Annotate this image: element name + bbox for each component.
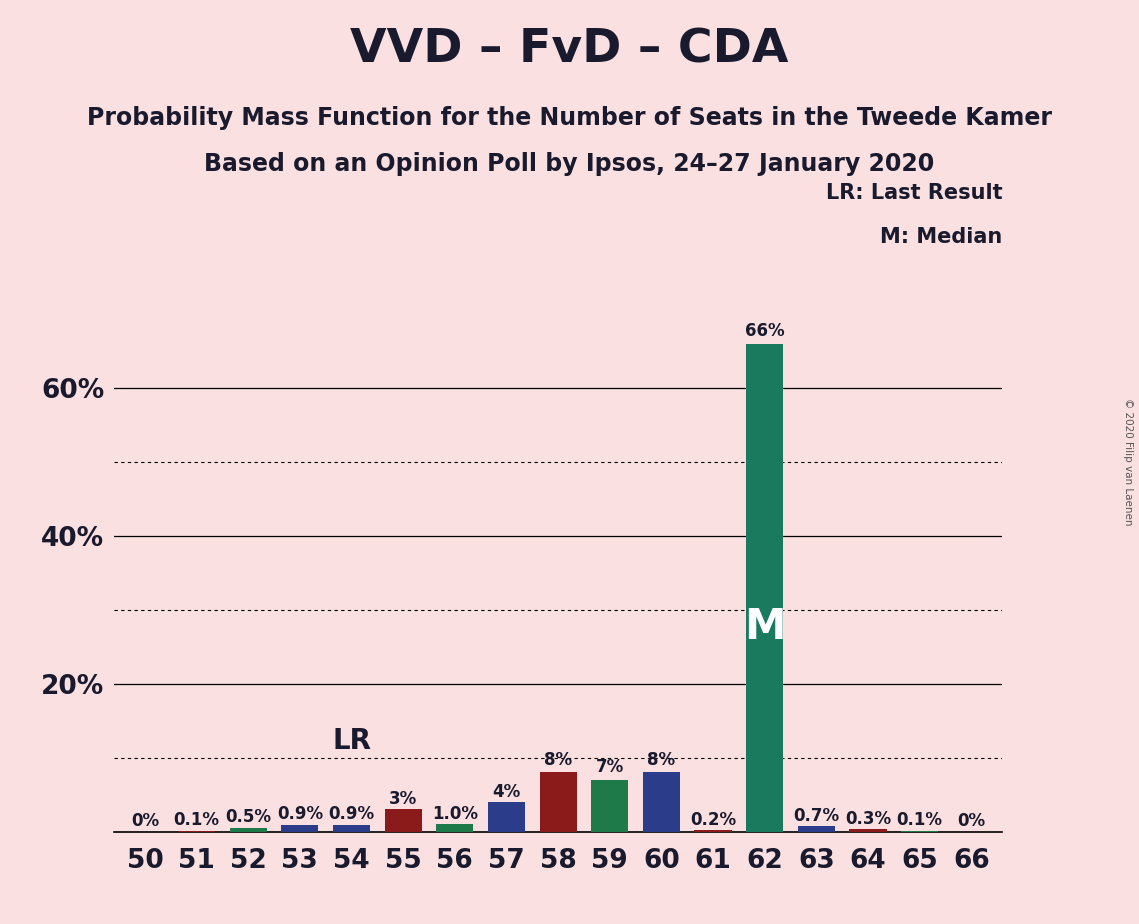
Text: 0.1%: 0.1% xyxy=(896,811,943,830)
Text: 7%: 7% xyxy=(596,759,624,776)
Text: 8%: 8% xyxy=(647,751,675,769)
Text: 0%: 0% xyxy=(957,812,985,830)
Bar xyxy=(591,780,629,832)
Text: Based on an Opinion Poll by Ipsos, 24–27 January 2020: Based on an Opinion Poll by Ipsos, 24–27… xyxy=(204,152,935,176)
Text: LR: LR xyxy=(331,727,371,756)
Bar xyxy=(797,826,835,832)
Bar xyxy=(230,828,267,832)
Bar xyxy=(642,772,680,832)
Text: 0.3%: 0.3% xyxy=(845,810,891,828)
Text: M: Median: M: Median xyxy=(880,227,1002,248)
Text: 4%: 4% xyxy=(492,783,521,800)
Text: VVD – FvD – CDA: VVD – FvD – CDA xyxy=(351,28,788,73)
Text: 0.9%: 0.9% xyxy=(328,806,375,823)
Bar xyxy=(487,802,525,832)
Text: 3%: 3% xyxy=(390,790,417,808)
Text: 0.5%: 0.5% xyxy=(226,808,271,826)
Bar xyxy=(540,772,576,832)
Bar xyxy=(385,809,421,832)
Text: 8%: 8% xyxy=(544,751,572,769)
Bar xyxy=(695,830,731,832)
Bar xyxy=(436,824,474,832)
Text: 0%: 0% xyxy=(131,812,159,830)
Text: LR: Last Result: LR: Last Result xyxy=(826,183,1002,203)
Text: Probability Mass Function for the Number of Seats in the Tweede Kamer: Probability Mass Function for the Number… xyxy=(87,106,1052,130)
Text: 0.7%: 0.7% xyxy=(793,807,839,825)
Text: 0.9%: 0.9% xyxy=(277,806,323,823)
Text: 1.0%: 1.0% xyxy=(432,805,477,822)
Text: M: M xyxy=(744,606,786,648)
Bar xyxy=(333,825,370,832)
Bar xyxy=(746,344,784,832)
Text: 0.2%: 0.2% xyxy=(690,810,736,829)
Bar xyxy=(281,825,319,832)
Bar xyxy=(850,830,886,832)
Text: 0.1%: 0.1% xyxy=(173,811,220,830)
Text: © 2020 Filip van Laenen: © 2020 Filip van Laenen xyxy=(1123,398,1133,526)
Text: 66%: 66% xyxy=(745,322,785,340)
